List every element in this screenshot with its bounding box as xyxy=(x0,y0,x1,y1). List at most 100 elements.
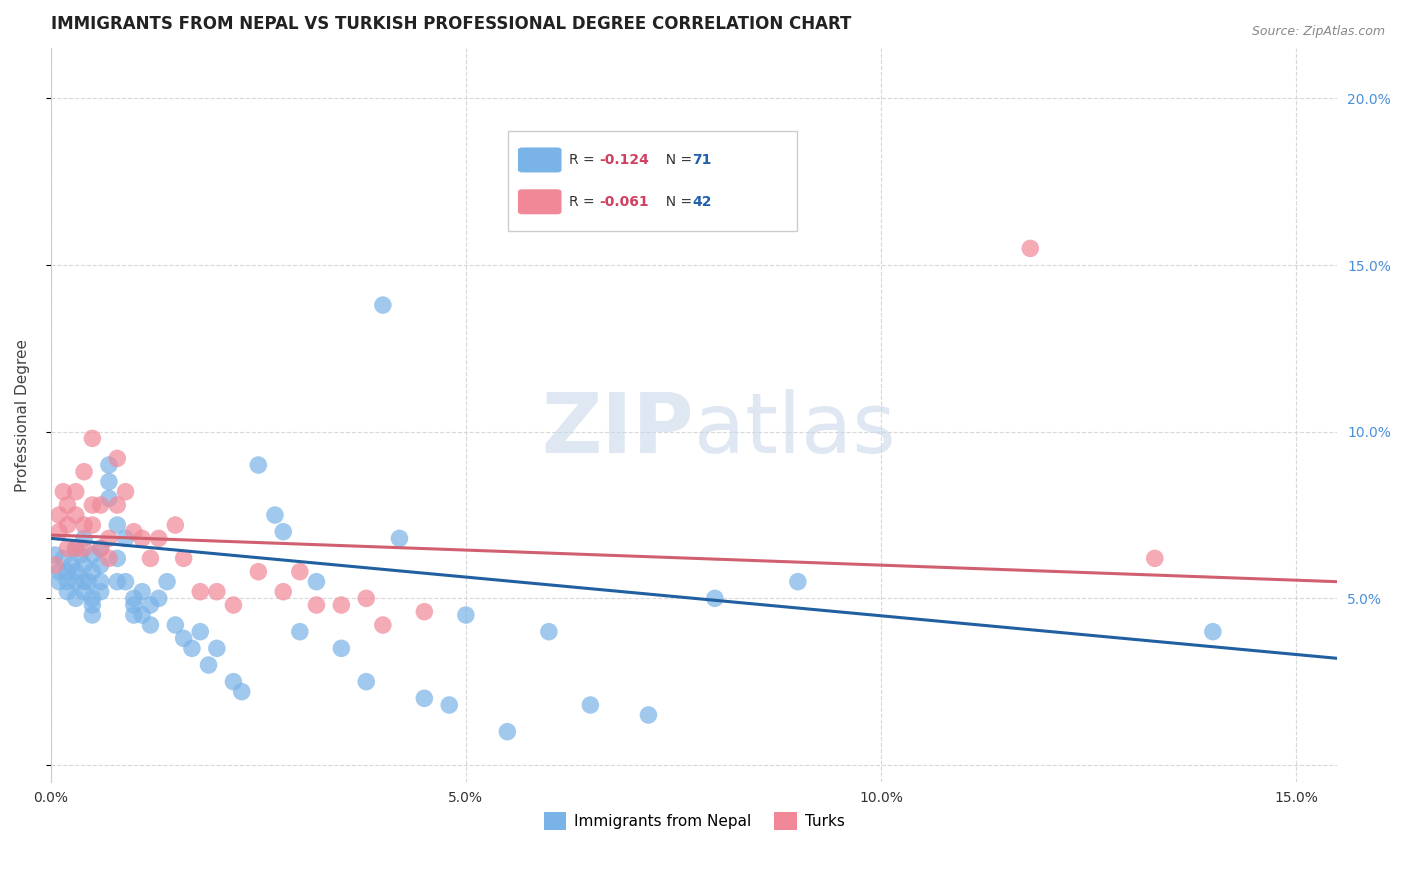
Point xyxy=(65,574,87,589)
Point xyxy=(90,558,112,572)
Point xyxy=(173,551,195,566)
Point xyxy=(90,498,112,512)
Point xyxy=(56,498,79,512)
Point xyxy=(330,641,353,656)
Point xyxy=(105,451,128,466)
Point xyxy=(354,674,377,689)
Point xyxy=(44,548,66,562)
Point xyxy=(82,498,104,512)
Point xyxy=(97,491,120,506)
Point xyxy=(165,618,187,632)
Point xyxy=(122,591,145,606)
Point xyxy=(231,684,253,698)
Point xyxy=(97,551,120,566)
Point xyxy=(82,591,104,606)
Text: N =: N = xyxy=(657,194,696,209)
Point xyxy=(247,565,270,579)
Point xyxy=(52,551,75,566)
Point xyxy=(82,598,104,612)
Point xyxy=(97,532,120,546)
Point xyxy=(579,698,602,712)
Text: -0.061: -0.061 xyxy=(599,194,650,209)
Point xyxy=(56,518,79,533)
Point xyxy=(73,574,96,589)
Point xyxy=(537,624,560,639)
Point xyxy=(105,574,128,589)
Point xyxy=(73,465,96,479)
Text: -0.124: -0.124 xyxy=(599,153,650,167)
Point xyxy=(305,598,328,612)
Text: IMMIGRANTS FROM NEPAL VS TURKISH PROFESSIONAL DEGREE CORRELATION CHART: IMMIGRANTS FROM NEPAL VS TURKISH PROFESS… xyxy=(51,15,851,33)
Point xyxy=(56,574,79,589)
Point xyxy=(65,508,87,522)
Point xyxy=(90,541,112,556)
Point xyxy=(156,574,179,589)
Point xyxy=(82,565,104,579)
Point xyxy=(73,558,96,572)
Point xyxy=(703,591,725,606)
Point xyxy=(247,458,270,472)
Point xyxy=(305,574,328,589)
Point xyxy=(65,484,87,499)
Point xyxy=(496,724,519,739)
Point xyxy=(52,484,75,499)
Point xyxy=(181,641,204,656)
Point xyxy=(786,574,808,589)
Point xyxy=(48,508,70,522)
Point xyxy=(173,632,195,646)
Text: Source: ZipAtlas.com: Source: ZipAtlas.com xyxy=(1251,25,1385,38)
Point xyxy=(271,524,294,539)
Point xyxy=(288,565,311,579)
Point xyxy=(165,518,187,533)
Point xyxy=(69,548,91,562)
Point xyxy=(48,574,70,589)
Point xyxy=(82,431,104,445)
Point xyxy=(371,298,394,312)
Text: R =: R = xyxy=(568,194,599,209)
Legend: Immigrants from Nepal, Turks: Immigrants from Nepal, Turks xyxy=(537,805,851,837)
Point xyxy=(77,574,100,589)
Point xyxy=(105,551,128,566)
Point xyxy=(1202,624,1225,639)
Point xyxy=(65,541,87,556)
Text: 71: 71 xyxy=(692,153,711,167)
Point xyxy=(65,591,87,606)
Point xyxy=(139,618,162,632)
Text: atlas: atlas xyxy=(695,389,896,470)
Point xyxy=(114,532,136,546)
Point xyxy=(90,541,112,556)
Point xyxy=(90,584,112,599)
Point xyxy=(330,598,353,612)
Point xyxy=(114,484,136,499)
Point xyxy=(131,607,153,622)
Point xyxy=(97,475,120,489)
Point xyxy=(148,532,170,546)
Text: ZIP: ZIP xyxy=(541,389,695,470)
Point xyxy=(271,584,294,599)
Text: R =: R = xyxy=(568,153,599,167)
Point xyxy=(56,541,79,556)
Point xyxy=(131,584,153,599)
Point xyxy=(222,674,245,689)
Point xyxy=(44,558,66,572)
Point xyxy=(131,532,153,546)
Point xyxy=(105,518,128,533)
Point xyxy=(264,508,287,522)
Point xyxy=(371,618,394,632)
Point xyxy=(56,584,79,599)
Point xyxy=(413,691,436,706)
Point xyxy=(148,591,170,606)
Point xyxy=(73,518,96,533)
Point xyxy=(139,598,162,612)
Point xyxy=(197,658,219,673)
Point xyxy=(222,598,245,612)
Point xyxy=(105,498,128,512)
Point xyxy=(139,551,162,566)
Text: 42: 42 xyxy=(692,194,711,209)
Point xyxy=(82,518,104,533)
Point xyxy=(288,624,311,639)
Point xyxy=(82,607,104,622)
Point xyxy=(413,605,436,619)
Point xyxy=(439,698,461,712)
Point xyxy=(97,458,120,472)
